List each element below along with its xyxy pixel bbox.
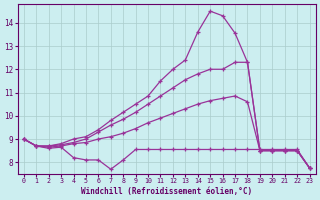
X-axis label: Windchill (Refroidissement éolien,°C): Windchill (Refroidissement éolien,°C) bbox=[81, 187, 252, 196]
